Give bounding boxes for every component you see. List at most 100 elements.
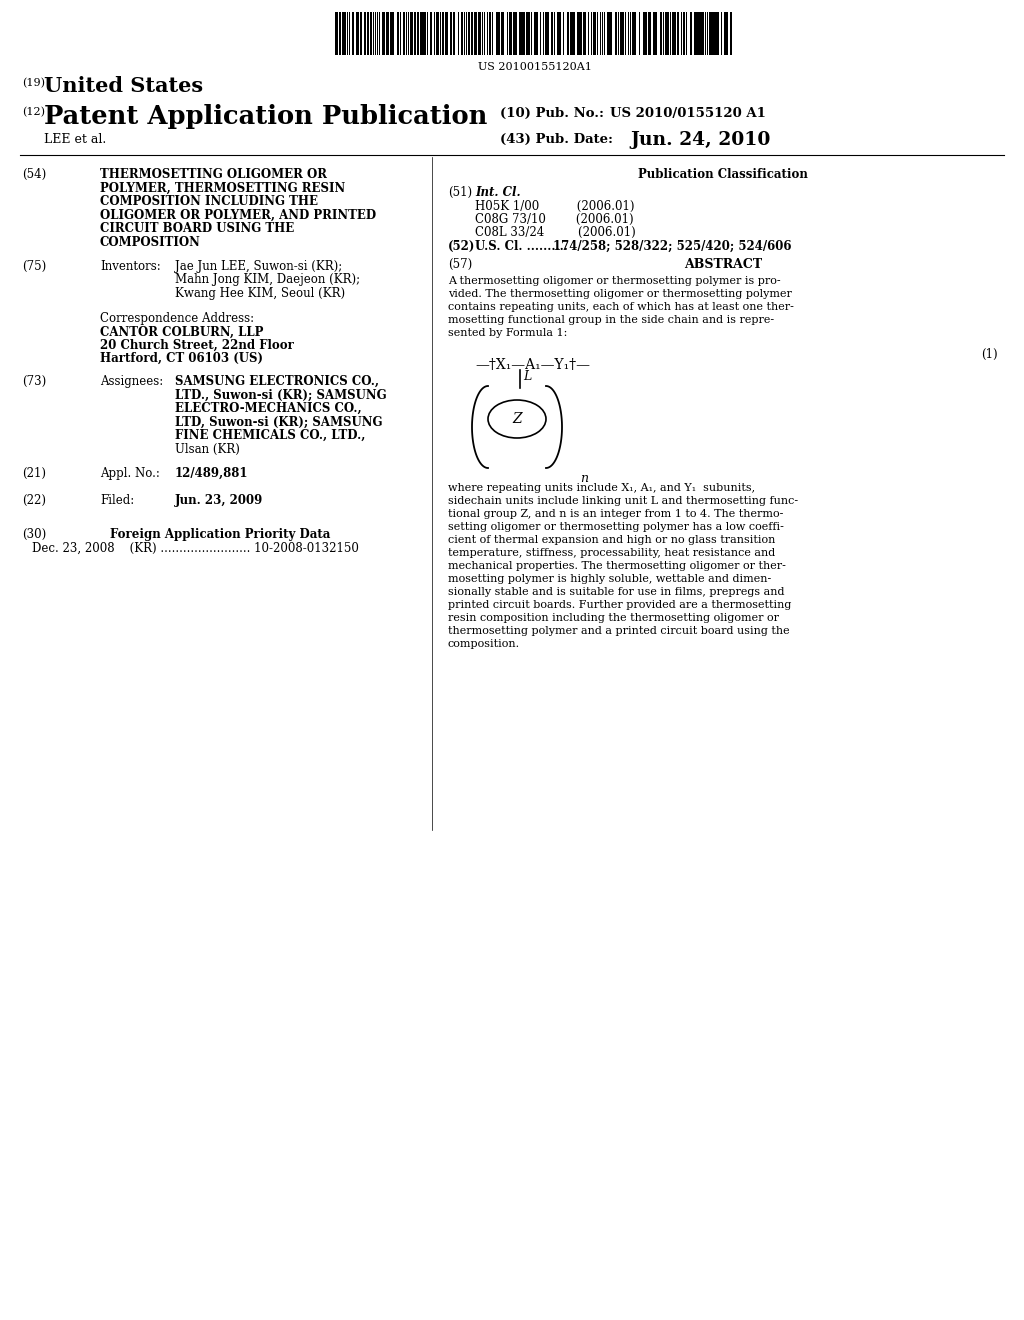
Text: (19): (19) — [22, 78, 45, 88]
Bar — [509, 12, 512, 55]
Text: FINE CHEMICALS CO., LTD.,: FINE CHEMICALS CO., LTD., — [175, 429, 366, 442]
Bar — [620, 12, 622, 55]
Text: US 20100155120A1: US 20100155120A1 — [478, 62, 592, 73]
Bar — [713, 12, 715, 55]
Bar — [622, 12, 624, 55]
Text: (30): (30) — [22, 528, 46, 541]
Bar — [534, 12, 536, 55]
Text: THERMOSETTING OLIGOMER OR: THERMOSETTING OLIGOMER OR — [100, 168, 327, 181]
Bar — [478, 12, 481, 55]
Bar — [417, 12, 419, 55]
Text: (43) Pub. Date:: (43) Pub. Date: — [500, 133, 613, 147]
Text: 12/489,881: 12/489,881 — [175, 467, 249, 480]
Bar — [536, 12, 538, 55]
Bar — [608, 12, 610, 55]
Bar — [672, 12, 676, 55]
Bar — [711, 12, 713, 55]
Bar — [643, 12, 646, 55]
Text: Inventors:: Inventors: — [100, 260, 161, 273]
Bar — [339, 12, 341, 55]
Text: mosetting polymer is highly soluble, wettable and dimen-: mosetting polymer is highly soluble, wet… — [449, 574, 771, 583]
Text: Ulsan (KR): Ulsan (KR) — [175, 442, 240, 455]
Text: Appl. No.:: Appl. No.: — [100, 467, 160, 480]
Text: Z: Z — [512, 412, 522, 426]
Bar — [677, 12, 679, 55]
Text: vided. The thermosetting oligomer or thermosetting polymer: vided. The thermosetting oligomer or the… — [449, 289, 792, 300]
Bar — [632, 12, 635, 55]
Text: (51): (51) — [449, 186, 472, 199]
Bar — [559, 12, 561, 55]
Bar — [593, 12, 596, 55]
Bar — [665, 12, 669, 55]
Text: LTD., Suwon-si (KR); SAMSUNG: LTD., Suwon-si (KR); SAMSUNG — [175, 388, 387, 401]
Text: Jun. 24, 2010: Jun. 24, 2010 — [630, 131, 770, 149]
Bar — [360, 12, 362, 55]
Text: (75): (75) — [22, 260, 46, 273]
Bar — [423, 12, 425, 55]
Bar — [730, 12, 732, 55]
Text: Publication Classification: Publication Classification — [638, 168, 808, 181]
Text: (21): (21) — [22, 467, 46, 480]
Text: United States: United States — [44, 77, 203, 96]
Bar — [660, 12, 662, 55]
Text: CIRCUIT BOARD USING THE: CIRCUIT BOARD USING THE — [100, 222, 294, 235]
Bar — [364, 12, 366, 55]
Text: setting oligomer or thermosetting polymer has a low coeffi-: setting oligomer or thermosetting polyme… — [449, 521, 784, 532]
Text: (22): (22) — [22, 494, 46, 507]
Text: (52): (52) — [449, 240, 475, 253]
Text: cient of thermal expansion and high or no glass transition: cient of thermal expansion and high or n… — [449, 535, 775, 545]
Text: Foreign Application Priority Data: Foreign Application Priority Data — [110, 528, 331, 541]
Text: ELECTRO-MECHANICS CO.,: ELECTRO-MECHANICS CO., — [175, 403, 361, 414]
Bar — [572, 12, 575, 55]
Text: Jae Jun LEE, Suwon-si (KR);: Jae Jun LEE, Suwon-si (KR); — [175, 260, 342, 273]
Bar — [610, 12, 612, 55]
Bar — [397, 12, 399, 55]
Text: Dec. 23, 2008    (KR) ........................ 10-2008-0132150: Dec. 23, 2008 (KR) .....................… — [32, 543, 358, 554]
Bar — [724, 12, 728, 55]
Bar — [615, 12, 617, 55]
Text: sented by Formula 1:: sented by Formula 1: — [449, 327, 567, 338]
Text: CANTOR COLBURN, LLP: CANTOR COLBURN, LLP — [100, 326, 263, 339]
Text: Int. Cl.: Int. Cl. — [475, 186, 520, 199]
Bar — [461, 12, 463, 55]
Text: ABSTRACT: ABSTRACT — [684, 257, 762, 271]
Text: thermosetting polymer and a printed circuit board using the: thermosetting polymer and a printed circ… — [449, 626, 790, 636]
Bar — [527, 12, 530, 55]
Text: COMPOSITION INCLUDING THE: COMPOSITION INCLUDING THE — [100, 195, 318, 209]
Bar — [577, 12, 580, 55]
Bar — [390, 12, 393, 55]
Bar — [690, 12, 692, 55]
Text: Kwang Hee KIM, Seoul (KR): Kwang Hee KIM, Seoul (KR) — [175, 286, 345, 300]
Bar — [557, 12, 559, 55]
Text: COMPOSITION: COMPOSITION — [100, 235, 201, 248]
Bar — [695, 12, 697, 55]
Bar — [453, 12, 455, 55]
Text: printed circuit boards. Further provided are a thermosetting: printed circuit boards. Further provided… — [449, 601, 792, 610]
Text: (54): (54) — [22, 168, 46, 181]
Bar — [501, 12, 504, 55]
Bar — [519, 12, 523, 55]
Text: LEE et al.: LEE et al. — [44, 133, 106, 147]
Text: C08L 33/24         (2006.01): C08L 33/24 (2006.01) — [475, 226, 636, 239]
Text: Assignees:: Assignees: — [100, 375, 163, 388]
Text: sidechain units include linking unit L and thermosetting func-: sidechain units include linking unit L a… — [449, 496, 798, 506]
Text: L: L — [523, 370, 531, 383]
Text: LTD, Suwon-si (KR); SAMSUNG: LTD, Suwon-si (KR); SAMSUNG — [175, 416, 383, 429]
Text: (1): (1) — [981, 348, 998, 360]
Text: OLIGOMER OR POLYMER, AND PRINTED: OLIGOMER OR POLYMER, AND PRINTED — [100, 209, 376, 222]
Text: Jun. 23, 2009: Jun. 23, 2009 — [175, 494, 263, 507]
Text: temperature, stiffness, processability, heat resistance and: temperature, stiffness, processability, … — [449, 548, 775, 558]
Bar — [410, 12, 413, 55]
Text: resin composition including the thermosetting oligomer or: resin composition including the thermose… — [449, 612, 779, 623]
Text: Correspondence Address:: Correspondence Address: — [100, 312, 254, 325]
Text: U.S. Cl. ..........: U.S. Cl. .......... — [475, 240, 568, 253]
Text: (12): (12) — [22, 107, 45, 117]
Bar — [513, 12, 515, 55]
Text: C08G 73/10        (2006.01): C08G 73/10 (2006.01) — [475, 213, 634, 226]
Text: H05K 1/00          (2006.01): H05K 1/00 (2006.01) — [475, 201, 635, 213]
Bar — [468, 12, 470, 55]
Bar — [683, 12, 685, 55]
Bar — [715, 12, 718, 55]
Bar — [357, 12, 359, 55]
Text: n: n — [580, 473, 588, 484]
